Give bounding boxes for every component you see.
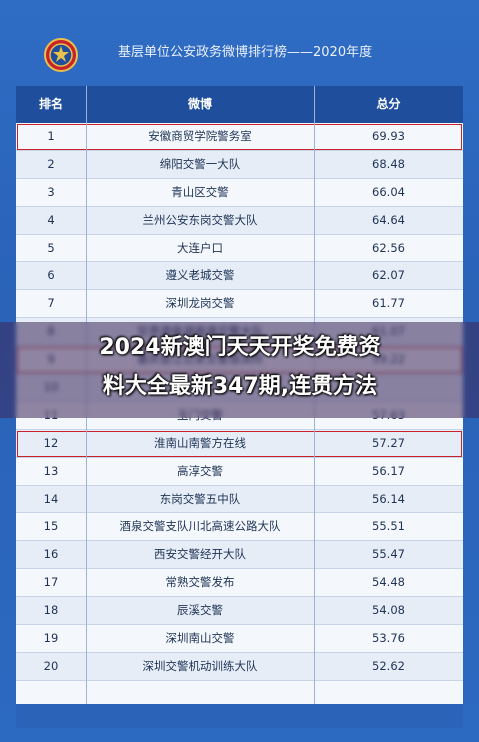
column-header-score: 总分 [376,97,401,111]
column-header-rank: 排名 [38,97,63,111]
cell-weibo: 深圳龙岗交警 [165,296,235,311]
table-row: 13 高淳交警 56.17 [16,458,463,486]
cell-rank: 5 [47,240,55,255]
cell-weibo: 遵义老城交警 [165,268,235,283]
table-row: 19 深圳南山交警 53.76 [16,625,463,653]
cell-score: 55.51 [372,519,405,534]
cell-rank: 19 [43,631,59,646]
cell-weibo: 兰州公安东岗交警大队 [142,212,258,227]
page-title: 基层单位公安政务微博排行榜——2020年度 [118,45,373,60]
cell-weibo: 深圳交警机动训练大队 [142,658,258,673]
cell-score: 54.08 [372,603,405,618]
cell-rank: 15 [43,519,59,534]
overlay-banner-text: 2024新澳门天天开奖免费资 料大全最新347期,连贯方法 [20,328,460,406]
cell-score: 53.76 [372,631,405,646]
cell-weibo: 辰溪交警 [177,603,223,618]
cell-score: 56.14 [372,491,405,506]
cell-rank: 20 [43,658,59,673]
overlay-banner-line: 2024新澳门天天开奖免费资 [99,335,381,360]
table-row: 16 西安交警经开大队 55.47 [16,541,463,570]
cell-rank: 3 [47,184,55,199]
table-header: 排名 微博 总分 [16,86,463,123]
cell-weibo: 高淳交警 [177,463,223,478]
table-row: 12 淮南山南警方在线 57.27 [16,429,463,458]
table-row: 15 酒泉交警支队川北高速公路大队 55.51 [16,513,463,542]
cell-score: 55.47 [372,547,405,562]
cell-score: 62.56 [372,240,405,255]
cell-weibo: 绵阳交警一大队 [159,156,241,171]
table-row: 17 常熟交警发布 54.48 [16,569,463,598]
cell-score: 52.62 [372,658,405,673]
cell-weibo: 深圳南山交警 [165,631,235,646]
overlay-banner [0,322,479,418]
police-emblem-icon [44,38,78,72]
cell-rank: 2 [47,156,55,171]
cell-rank: 4 [47,212,55,227]
cell-weibo: 安徽商贸学院警务室 [148,129,252,143]
cell-score: 62.07 [372,268,405,283]
cell-weibo: 青山区交警 [171,184,229,199]
cell-rank: 1 [47,129,55,143]
table-row: 7 深圳龙岗交警 61.77 [16,290,463,319]
cell-rank: 7 [47,296,55,311]
cell-weibo: 西安交警经开大队 [154,547,246,562]
table-row: 5 大连户口 62.56 [16,235,463,263]
header: 基层单位公安政务微博排行榜——2020年度 [0,0,479,82]
cell-score: 66.04 [372,184,405,199]
cell-rank: 13 [43,463,59,478]
table-row: 20 深圳交警机动训练大队 52.62 [16,652,463,681]
cell-rank: 17 [43,575,59,590]
table-row: 4 兰州公安东岗交警大队 64.64 [16,206,463,235]
cell-weibo: 淮南山南警方在线 [154,435,246,450]
cell-score: 61.77 [372,296,405,311]
table-row: 1 安徽商贸学院警务室 69.93 [16,123,463,151]
cell-rank: 12 [43,435,59,450]
cell-weibo: 酒泉交警支队川北高速公路大队 [119,519,281,534]
cell-rank: 16 [43,547,59,562]
cell-weibo: 东岗交警五中队 [159,491,241,506]
table-row: 6 遵义老城交警 62.07 [16,262,463,291]
table-footer [16,704,463,728]
overlay-banner-line: 料大全最新347期,连贯方法 [102,374,378,399]
cell-rank: 14 [43,491,59,506]
cell-weibo: 大连户口 [177,240,223,255]
table-row: 18 辰溪交警 54.08 [16,597,463,626]
table-row: 3 青山区交警 66.04 [16,179,463,207]
cell-rank: 18 [43,603,59,618]
cell-score: 54.48 [372,575,405,590]
cell-weibo: 常熟交警发布 [165,575,235,590]
cell-score: 57.27 [372,435,405,450]
cell-score: 56.17 [372,463,405,478]
cell-score: 64.64 [372,212,405,227]
cell-score: 69.93 [372,129,405,143]
column-header-weibo: 微博 [187,97,212,111]
table-row: 2 绵阳交警一大队 68.48 [16,150,463,179]
table-row: 14 东岗交警五中队 56.14 [16,485,463,514]
cell-score: 68.48 [372,156,405,171]
cell-rank: 6 [47,268,55,283]
